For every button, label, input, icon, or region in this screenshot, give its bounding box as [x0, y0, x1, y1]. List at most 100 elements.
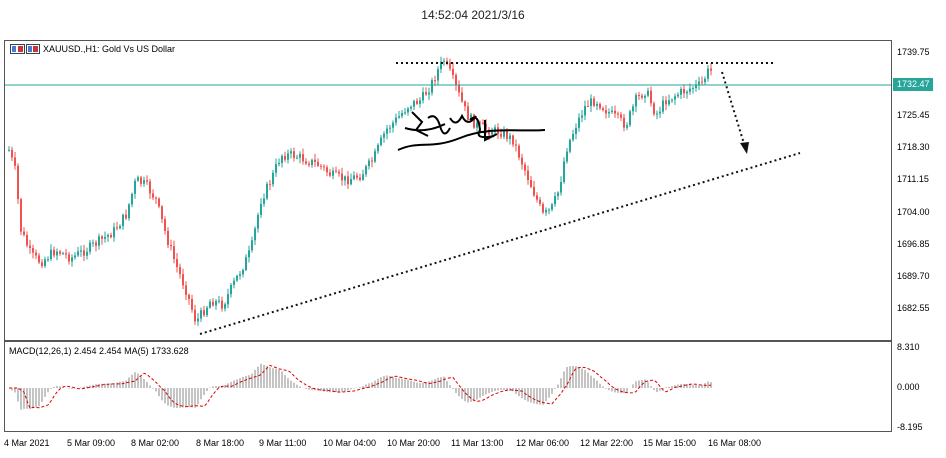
- candle-body: [644, 95, 646, 98]
- candle-body: [647, 90, 649, 96]
- candle-body: [584, 105, 586, 116]
- candle-body: [227, 294, 229, 305]
- candle-body: [50, 249, 52, 260]
- candle-body: [14, 157, 16, 166]
- candle-body: [314, 159, 316, 162]
- candle-body: [386, 128, 388, 134]
- candle-body: [449, 62, 451, 69]
- candle-body: [125, 214, 127, 219]
- candle-body: [524, 164, 526, 171]
- candle-body: [374, 151, 376, 162]
- candle-body: [41, 262, 43, 267]
- candle-body: [275, 164, 277, 173]
- candle-body: [347, 176, 349, 185]
- candle-body: [131, 193, 133, 205]
- candle-body: [476, 122, 478, 128]
- candle-body: [635, 95, 637, 107]
- time-label: 12 Mar 06:00: [516, 438, 570, 448]
- candle-body: [500, 134, 502, 137]
- macd-level-zero: 0.000: [897, 382, 920, 392]
- candle-body: [581, 115, 583, 118]
- candle-body: [98, 236, 100, 246]
- candle-body: [674, 96, 676, 100]
- candle-body: [107, 235, 109, 237]
- indicator-divider[interactable]: [4, 340, 892, 342]
- candle-body: [551, 204, 553, 210]
- window-timestamp: 14:52:04 2021/3/16: [421, 8, 525, 22]
- macd-level-top: 8.310: [897, 342, 920, 352]
- candle-body: [362, 174, 364, 180]
- candle-body: [548, 209, 550, 211]
- candle-body: [26, 234, 28, 246]
- candle-body: [689, 88, 691, 92]
- candle-body: [428, 92, 430, 95]
- candle-body: [188, 294, 190, 300]
- candle-body: [662, 100, 664, 112]
- candle-body: [110, 235, 112, 238]
- candle-body: [512, 135, 514, 145]
- candle-body: [56, 251, 58, 256]
- time-label: 8 Mar 18:00: [196, 438, 245, 448]
- candle-body: [356, 175, 358, 178]
- candle-body: [233, 280, 235, 285]
- candle-body: [359, 177, 361, 180]
- candle-body: [71, 257, 73, 262]
- candle-body: [401, 113, 403, 117]
- candle-body: [101, 236, 103, 239]
- candle-body: [248, 250, 250, 258]
- candle-body: [53, 249, 55, 256]
- candle-body: [272, 172, 274, 185]
- candle-body: [389, 127, 391, 129]
- candle-body: [425, 92, 427, 95]
- candle-body: [521, 157, 523, 165]
- candle-body: [74, 255, 76, 258]
- candle-body: [404, 112, 406, 114]
- candle-body: [179, 267, 181, 275]
- candle-body: [452, 68, 454, 76]
- candle-body: [167, 230, 169, 246]
- support-trendline: [199, 152, 801, 335]
- candle-body: [371, 160, 373, 162]
- candle-body: [554, 195, 556, 205]
- candle-body: [530, 180, 532, 187]
- forecast-arrowhead: [740, 142, 749, 154]
- candle-body: [293, 151, 295, 158]
- candle-body: [602, 108, 604, 110]
- candle-body: [218, 300, 220, 302]
- time-label: 9 Mar 11:00: [259, 438, 307, 448]
- candle-body: [92, 242, 94, 244]
- candle-body: [611, 110, 613, 113]
- candle-body: [305, 161, 307, 164]
- candle-body: [590, 98, 592, 107]
- candle-body: [296, 157, 298, 159]
- candle-body: [212, 301, 214, 306]
- chart-frame[interactable]: [4, 40, 892, 432]
- candle-body: [266, 183, 268, 199]
- candle-body: [68, 254, 70, 262]
- time-label: 10 Mar 20:00: [387, 438, 441, 448]
- candle-body: [704, 78, 706, 83]
- candle-body: [353, 175, 355, 180]
- candle-body: [29, 245, 31, 249]
- candle-body: [278, 162, 280, 165]
- candle-body: [311, 159, 313, 166]
- candle-body: [290, 151, 292, 154]
- candle-body: [593, 98, 595, 106]
- candle-body: [236, 275, 238, 281]
- candle-body: [377, 144, 379, 152]
- candle-body: [446, 60, 448, 63]
- candle-body: [701, 81, 703, 83]
- candle-body: [575, 127, 577, 134]
- chart-title: XAUUSD.,H1: Gold Vs US Dollar: [43, 44, 176, 54]
- candle-body: [200, 310, 202, 319]
- candle-body: [656, 113, 658, 115]
- candle-body: [599, 103, 601, 109]
- candle-body: [11, 149, 13, 158]
- candle-body: [632, 106, 634, 112]
- candle-body: [329, 172, 331, 176]
- candle-body: [692, 88, 694, 90]
- price-level-1718: 1718.30: [897, 142, 930, 152]
- candle-body: [407, 108, 409, 113]
- candle-body: [527, 170, 529, 181]
